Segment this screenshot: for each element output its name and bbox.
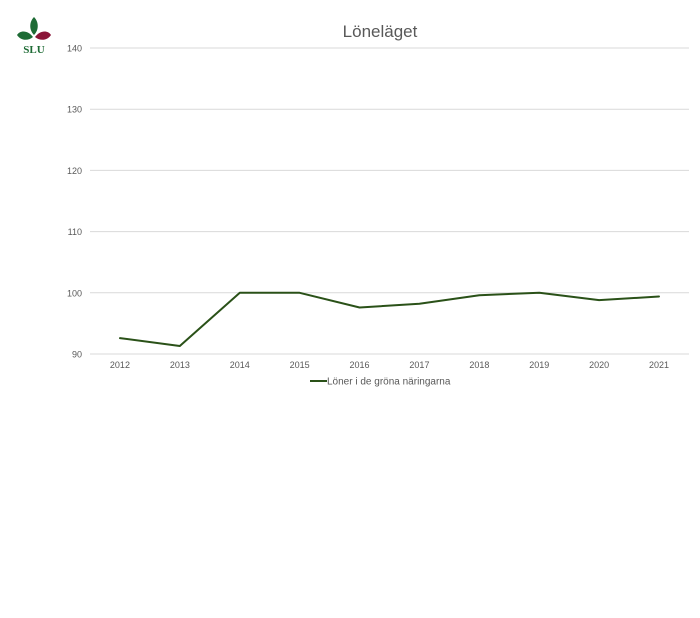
logo-text: SLU	[23, 44, 44, 56]
x-tick-label: 2012	[110, 360, 130, 370]
y-tick-label: 140	[67, 44, 82, 54]
x-tick-label: 2013	[170, 360, 190, 370]
slu-leaf-mark	[17, 17, 51, 40]
logo-leaf-right	[35, 31, 51, 40]
chart-title: Löneläget	[343, 22, 418, 41]
y-tick-label: 90	[72, 350, 82, 360]
legend: Löner i de gröna näringarna	[310, 377, 451, 388]
x-tick-label: 2020	[589, 360, 609, 370]
series-lines	[119, 291, 660, 347]
y-tick-label: 110	[68, 227, 82, 237]
y-axis-ticks: 90 100 110 120 130 140	[67, 44, 82, 360]
x-tick-label: 2018	[469, 360, 489, 370]
x-axis-ticks: 2012 2013 2014 2015 2016 2017 2018 2019 2020 2021	[110, 360, 669, 370]
y-tick-label: 120	[67, 166, 82, 176]
y-tick-label: 100	[67, 288, 82, 298]
x-tick-label: 2014	[230, 360, 250, 370]
slu-logo: SLU	[17, 17, 51, 56]
logo-leaf-top	[30, 17, 38, 35]
legend-label: Löner i de gröna näringarna	[327, 377, 451, 388]
gridlines	[90, 47, 689, 355]
series-line	[119, 291, 660, 347]
x-tick-label: 2019	[529, 360, 549, 370]
x-tick-label: 2015	[290, 360, 310, 370]
x-tick-label: 2021	[649, 360, 669, 370]
x-tick-label: 2017	[409, 360, 429, 370]
logo-leaf-left	[17, 31, 33, 40]
x-tick-label: 2016	[350, 360, 370, 370]
y-tick-label: 130	[67, 105, 82, 115]
